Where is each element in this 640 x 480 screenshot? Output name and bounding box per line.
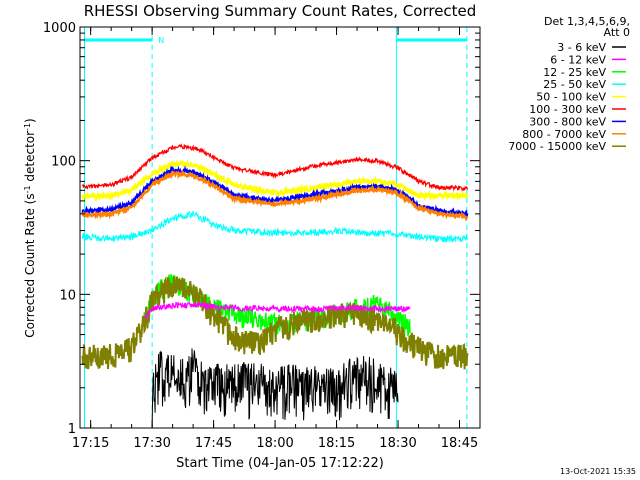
series-line-7 [81, 169, 469, 222]
x-tick-label-2: 17:45 [195, 436, 232, 451]
series-line-0 [151, 348, 399, 429]
axis-ticks: 17:15 17:30 17:45 18:00 18:15 18:30 18:45 1 10 10… [43, 21, 481, 451]
series-line-5 [81, 143, 469, 192]
y-tick-label-3: 1000 [43, 21, 76, 36]
legend-header-0: Det 1,3,4,5,6,9, [544, 15, 630, 28]
series-line-4 [81, 159, 469, 203]
flag-label: N [158, 36, 164, 45]
y-tick-label-1: 10 [59, 288, 76, 303]
legend-label-0: 3 - 6 keV [557, 41, 606, 54]
legend-label-7: 800 - 7000 keV [522, 128, 606, 141]
x-tick-label-5: 18:30 [379, 436, 416, 451]
series-line-1 [143, 301, 411, 319]
plot-frame [79, 26, 481, 429]
series-line-3 [82, 210, 468, 243]
x-tick-label-3: 18:00 [256, 436, 293, 451]
chart-title: RHESSI Observing Summary Count Rates, Co… [84, 2, 477, 20]
y-axis-label: Corrected Count Rate (s-1 detector-1) [23, 118, 38, 337]
legend-label-6: 300 - 800 keV [529, 115, 606, 128]
y-tick-label-2: 100 [51, 155, 76, 170]
legend-label-8: 7000 - 15000 keV [508, 140, 606, 153]
footer-timestamp: 13-Oct-2021 15:35 [560, 467, 636, 476]
legend-label-1: 6 - 12 keV [550, 53, 606, 66]
x-tick-label-4: 18:15 [318, 436, 355, 451]
series-lines [81, 143, 469, 429]
legend-label-5: 100 - 300 keV [529, 103, 606, 116]
legend-label-4: 50 - 100 keV [536, 91, 606, 104]
legend-label-3: 25 - 50 keV [543, 78, 606, 91]
x-tick-label-1: 17:30 [133, 436, 170, 451]
legend-label-2: 12 - 25 keV [543, 66, 606, 79]
x-axis-label: Start Time (04-Jan-05 17:12:22) [176, 456, 384, 471]
series-line-6 [81, 165, 469, 220]
orbit-markers: N [84, 27, 468, 428]
y-tick-label-0: 1 [68, 422, 76, 437]
legend-header-1: Att 0 [604, 26, 630, 39]
x-tick-label-6: 18:45 [441, 436, 478, 451]
series-line-8 [81, 275, 469, 370]
x-tick-label-0: 17:15 [72, 436, 109, 451]
